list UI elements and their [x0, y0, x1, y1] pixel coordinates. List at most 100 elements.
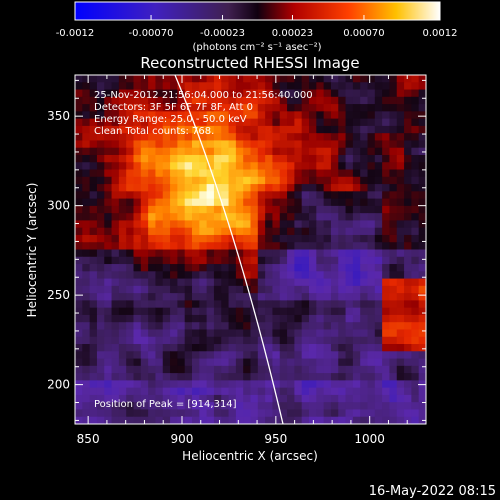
heat-cell	[404, 394, 412, 403]
heat-cell	[235, 380, 244, 389]
heat-cell	[177, 380, 186, 389]
heat-cell	[243, 213, 252, 222]
heat-cell	[279, 416, 288, 424]
heat-cell	[228, 220, 237, 229]
heat-cell	[338, 271, 347, 280]
heat-cell	[272, 387, 281, 396]
heat-cell	[338, 293, 347, 301]
heat-cell	[330, 89, 339, 98]
heat-cell	[338, 234, 347, 243]
heat-cell	[323, 198, 332, 207]
heat-cell	[250, 314, 259, 323]
heat-cell	[192, 118, 200, 127]
heat-cell	[352, 140, 361, 149]
heat-cell	[140, 402, 149, 411]
heat-cell	[257, 365, 266, 374]
heat-cell	[206, 89, 215, 98]
heat-cell	[382, 184, 391, 192]
heat-cell	[104, 373, 113, 381]
heat-cell	[287, 176, 295, 185]
heat-cell	[309, 133, 317, 142]
heat-cell	[338, 220, 347, 229]
heat-cell	[213, 249, 222, 258]
heat-cell	[250, 271, 259, 280]
heat-cell	[330, 82, 339, 91]
heat-cell	[206, 249, 215, 258]
heat-cell	[250, 365, 259, 374]
heat-cell	[221, 89, 230, 98]
heat-cell	[104, 271, 113, 280]
heat-cell	[243, 111, 252, 120]
heat-cell	[418, 285, 426, 294]
heat-cell	[104, 387, 113, 396]
heat-cell	[330, 373, 339, 381]
heat-cell	[250, 169, 259, 178]
heat-cell	[411, 227, 420, 236]
heat-cell	[316, 205, 325, 214]
heat-cell	[221, 242, 230, 251]
heat-cell	[170, 380, 178, 389]
heat-cell	[221, 154, 230, 163]
heat-cell	[126, 380, 135, 389]
heat-cell	[170, 300, 178, 309]
heat-cell	[352, 176, 361, 185]
heat-cell	[294, 147, 303, 156]
heat-cell	[257, 271, 266, 280]
heat-cell	[367, 140, 376, 149]
heat-cell	[338, 322, 347, 331]
heat-cell	[82, 89, 91, 98]
heat-cell	[389, 89, 398, 98]
heat-cell	[279, 307, 288, 316]
heat-cell	[250, 104, 259, 112]
heat-cell	[265, 242, 274, 251]
heat-cell	[140, 198, 149, 207]
heat-cell	[243, 184, 252, 192]
heat-cell	[82, 336, 91, 345]
heat-cell	[155, 402, 164, 411]
heat-cell	[345, 278, 354, 287]
heat-cell	[213, 205, 222, 214]
heat-cell	[345, 264, 354, 272]
heat-cell	[279, 234, 288, 243]
heat-cell	[389, 227, 398, 236]
heat-cell	[177, 89, 186, 98]
heat-cell	[301, 125, 310, 134]
heat-cell	[338, 402, 347, 411]
heat-cell	[330, 96, 339, 105]
heat-cell	[396, 125, 405, 134]
heat-cell	[257, 75, 266, 83]
heat-cell	[162, 402, 171, 411]
heat-cell	[75, 162, 83, 171]
heat-cell	[367, 278, 376, 287]
heat-cell	[133, 184, 142, 192]
heat-cell	[345, 104, 354, 112]
heat-cell	[352, 387, 361, 396]
heat-cell	[287, 162, 295, 171]
heat-cell	[235, 402, 244, 411]
heat-cell	[162, 329, 171, 338]
heat-cell	[374, 278, 383, 287]
heat-cell	[118, 271, 127, 280]
heat-cell	[111, 133, 120, 142]
heat-cell	[192, 82, 200, 91]
heat-cell	[411, 118, 420, 127]
heat-cell	[118, 176, 127, 185]
heat-cell	[279, 96, 288, 105]
heat-cell	[126, 227, 135, 236]
heat-cell	[133, 365, 142, 374]
heat-cell	[374, 154, 383, 163]
heat-cell	[206, 278, 215, 287]
heat-cell	[126, 278, 135, 287]
heat-cell	[228, 82, 237, 91]
heat-cell	[89, 111, 98, 120]
heat-cell	[272, 104, 281, 112]
heat-cell	[374, 271, 383, 280]
heat-cell	[294, 365, 303, 374]
heat-cell	[243, 351, 252, 360]
heat-cell	[272, 264, 281, 272]
heat-cell	[243, 358, 252, 367]
heat-cell	[404, 104, 412, 112]
heat-cell	[221, 344, 230, 352]
heat-cell	[235, 314, 244, 323]
heat-cell	[206, 402, 215, 411]
